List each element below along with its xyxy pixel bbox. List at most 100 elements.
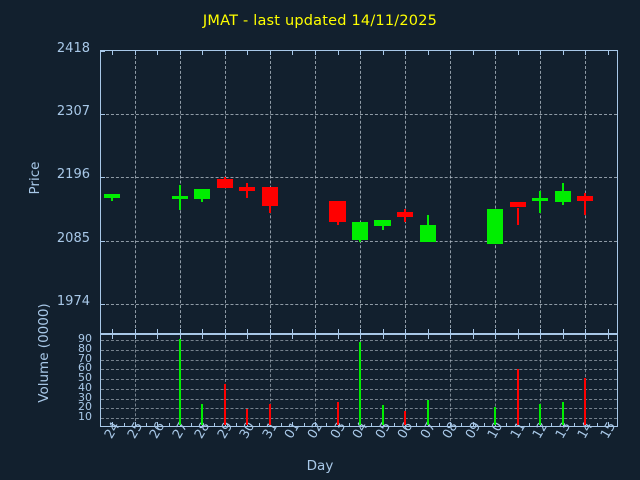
volume-axis-tick	[247, 335, 249, 339]
volume-axis-minor-tick	[483, 423, 485, 426]
price-gridline-horizontal	[101, 114, 617, 116]
volume-axis-tick	[472, 422, 474, 426]
volume-axis-tick	[540, 335, 542, 339]
volume-tick-label: 90	[78, 331, 92, 345]
candlestick-wick	[539, 191, 542, 214]
volume-bar	[223, 383, 226, 425]
price-axis-tick	[562, 329, 564, 333]
volume-bar	[381, 405, 384, 425]
price-axis-tick	[202, 329, 204, 333]
volume-bar	[426, 399, 429, 425]
volume-axis-tick	[585, 335, 587, 339]
price-axis-tick	[292, 329, 294, 333]
price-axis-tick	[405, 329, 406, 333]
price-axis-tick	[157, 51, 159, 55]
volume-axis-tick	[292, 422, 294, 426]
volume-axis-minor-tick	[213, 423, 215, 426]
volume-axis-tick	[269, 335, 271, 339]
x-axis-title: Day	[306, 458, 334, 474]
volume-bar	[246, 409, 249, 425]
price-axis-tick	[112, 329, 114, 333]
price-axis-tick	[427, 51, 429, 55]
price-axis-tick	[224, 329, 226, 333]
price-axis-tick	[134, 329, 136, 333]
volume-axis-minor-tick	[281, 423, 283, 426]
price-axis-tick	[269, 329, 271, 333]
volume-axis-minor-tick	[551, 423, 553, 426]
volume-axis-minor-tick	[574, 423, 575, 426]
volume-axis-tick	[112, 422, 114, 426]
candlestick-body	[171, 196, 188, 199]
volume-gridline-vertical	[495, 335, 497, 426]
candlestick-body	[216, 179, 233, 188]
volume-gridline-horizontal	[101, 339, 617, 341]
volume-axis-tick	[112, 335, 114, 339]
volume-axis-tick	[405, 335, 406, 339]
chart-title: JMAT - last updated 14/11/2025	[202, 13, 438, 29]
volume-axis-tick	[337, 335, 339, 339]
volume-gridline-vertical	[450, 335, 452, 426]
price-axis-tick	[607, 51, 609, 55]
price-axis-tick	[224, 51, 226, 55]
volume-axis-minor-tick	[371, 423, 373, 426]
volume-bar	[584, 378, 587, 425]
price-axis-tick	[360, 329, 361, 333]
candlestick-wick	[584, 193, 587, 216]
price-axis-tick	[562, 51, 564, 55]
price-axis-tick	[247, 329, 249, 333]
volume-bar	[201, 403, 204, 425]
volume-axis-minor-tick	[303, 423, 305, 426]
price-axis-tick	[495, 51, 497, 55]
candlestick-body	[532, 197, 549, 201]
price-axis-tick	[315, 51, 316, 55]
volume-axis-tick	[607, 335, 609, 339]
candlestick-body	[239, 186, 256, 191]
volume-tick-label: 30	[78, 390, 92, 404]
candlestick-wick	[516, 207, 519, 225]
price-axis-tick	[450, 329, 452, 333]
price-tick-label: 1974	[56, 293, 90, 309]
volume-axis-minor-tick	[461, 423, 463, 426]
price-gridline-vertical	[360, 51, 361, 333]
price-axis-tick	[101, 177, 105, 179]
volume-tick-label: 40	[78, 380, 92, 394]
candlestick-body	[351, 222, 369, 241]
volume-bar	[561, 401, 564, 425]
price-axis-tick	[495, 329, 497, 333]
volume-plot-area	[100, 334, 618, 427]
volume-axis-tick	[472, 335, 474, 339]
candlestick-body	[577, 196, 594, 201]
price-axis-tick	[585, 329, 587, 333]
volume-gridline-vertical	[540, 335, 542, 426]
price-tick-label: 2418	[56, 41, 90, 56]
volume-axis-minor-tick	[393, 423, 395, 426]
volume-axis-minor-tick	[326, 423, 328, 426]
price-axis-tick	[337, 51, 339, 55]
price-axis-tick	[157, 329, 159, 333]
volume-axis-minor-tick	[258, 423, 260, 426]
volume-axis-tick	[202, 335, 204, 339]
volume-bar	[539, 404, 542, 425]
price-axis-tick	[405, 51, 406, 55]
volume-bar	[178, 338, 181, 425]
volume-tick-label: 50	[78, 371, 92, 385]
price-axis-tick	[472, 329, 474, 333]
volume-axis-tick	[495, 335, 497, 339]
candlestick-body	[374, 219, 391, 226]
volume-axis-minor-tick	[123, 423, 125, 426]
volume-gridline-vertical	[315, 335, 316, 426]
volume-axis-tick	[450, 335, 452, 339]
price-gridline-vertical	[315, 51, 316, 333]
volume-axis-minor-tick	[236, 423, 238, 426]
volume-axis-tick	[315, 335, 316, 339]
candlestick-body	[329, 200, 346, 222]
price-axis-tick	[202, 51, 204, 55]
volume-axis-tick	[157, 335, 159, 339]
price-axis-tick	[101, 114, 105, 116]
volume-axis-tick	[517, 335, 519, 339]
price-axis-tick	[607, 329, 609, 333]
price-axis-tick	[382, 329, 384, 333]
price-gridline-horizontal	[101, 177, 617, 179]
price-axis-tick	[382, 51, 384, 55]
